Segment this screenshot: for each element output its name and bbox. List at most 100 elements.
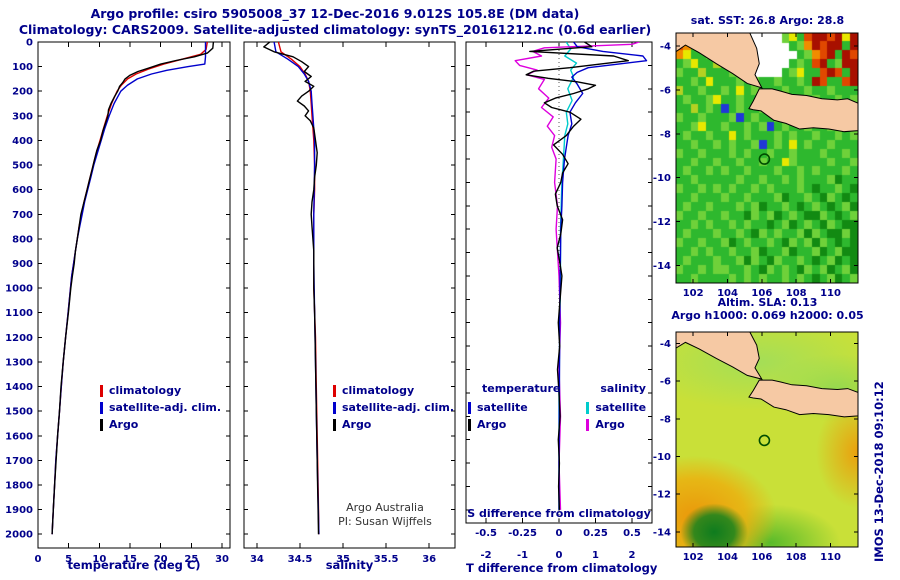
diff-curve-t-argo (525, 42, 629, 510)
map2-lat-tick-label: -12 (653, 490, 671, 501)
sla-map-subtitle: Argo h1000: 0.069 h2000: 0.05 (671, 309, 864, 322)
temp-depth-tick-label: 1100 (5, 308, 33, 319)
map2-lon-tick-label: 104 (717, 552, 738, 563)
temp-depth-tick-label: 900 (12, 259, 33, 270)
map1-lat-tick-label: -4 (660, 42, 671, 53)
map2-lat-tick-label: -8 (660, 414, 671, 425)
legend-line-marker (333, 384, 336, 397)
temp-depth-tick-label: 1000 (5, 284, 33, 295)
java-landmass (749, 89, 858, 132)
temp-depth-tick-label: 1800 (5, 480, 33, 491)
map2-lat-tick-label: -4 (660, 339, 671, 350)
legend-label: Argo (595, 418, 625, 431)
map1-lat-tick-label: -8 (660, 129, 671, 140)
sal-curve-climatology (277, 42, 320, 535)
legend-column-temperature: temperature satellite Argo (468, 382, 560, 433)
legend-label: satellite-adj. clim. (342, 401, 455, 414)
legend-label: climatology (342, 384, 415, 397)
diff-curve-s-argo (514, 42, 640, 510)
legend-header-salinity: salinity (600, 382, 646, 395)
sal-axes-box (243, 41, 456, 549)
s-diff-tick-label: -0.5 (475, 528, 497, 539)
figure-title: Argo profile: csiro 5905008_37 12-Dec-20… (90, 6, 580, 21)
legend-item-argo: Argo (100, 416, 221, 433)
sla-map-title: Altim. SLA: 0.13 (717, 296, 818, 309)
legend-item-salinity-satellite: satellite (586, 399, 646, 416)
t-difference-axis-label: T difference from climatology (466, 561, 658, 575)
temp-depth-tick-label: 1700 (5, 456, 33, 467)
temp-depth-tick-label: 700 (12, 210, 33, 221)
legend-line-marker (468, 401, 471, 414)
temp-depth-tick-label: 1600 (5, 431, 33, 442)
temp-depth-tick-label: 800 (12, 234, 33, 245)
sst-map-title: sat. SST: 26.8 Argo: 28.8 (690, 14, 845, 27)
legend-label: Argo (477, 418, 507, 431)
temp-depth-tick-label: 300 (12, 111, 33, 122)
figure-subtitle: Climatology: CARS2009. Satellite-adjuste… (18, 22, 652, 37)
map2-lat-tick-label: -10 (653, 452, 671, 463)
legend-label: climatology (109, 384, 182, 397)
map2-lon-tick-label: 110 (820, 552, 841, 563)
argo-australia-credit: Argo Australia (346, 501, 424, 514)
diff-curve-s-satellite (558, 42, 578, 510)
legend-label: Argo (109, 418, 139, 431)
temp-depth-tick-label: 600 (12, 185, 33, 196)
legend-column-salinity: salinity satellite Argo (586, 382, 646, 433)
s-diff-tick-label: -0.25 (508, 528, 537, 539)
legend-item-temperature-satellite: satellite (468, 399, 560, 416)
map2-lon-tick-label: 108 (786, 552, 807, 563)
temperature-axis-label: temperature (deg C) (67, 558, 201, 572)
map2-lon-tick-label: 102 (683, 552, 704, 563)
legend-item-salinity-argo: Argo (586, 416, 646, 433)
sla-map (676, 332, 858, 547)
legend-label: Argo (342, 418, 372, 431)
sla-map-land-overlay (676, 332, 858, 547)
temp-depth-tick-label: 1300 (5, 357, 33, 368)
s-diff-tick-label: 0 (556, 528, 563, 539)
s-diff-tick-label: 0.5 (623, 528, 641, 539)
map2-lat-tick-label: -14 (653, 527, 671, 538)
legend-line-marker (333, 401, 336, 414)
temp-depth-tick-label: 1400 (5, 382, 33, 393)
temp-depth-tick-label: 500 (12, 161, 33, 172)
map1-lat-tick-label: -12 (653, 217, 671, 228)
s-difference-axis-label: S difference from climatology (467, 507, 651, 520)
temp-curve-argo (51, 42, 215, 535)
t-diff-tick-label: -2 (481, 550, 492, 561)
temperature-legend: climatology satellite-adj. clim. Argo (100, 382, 221, 433)
legend-label: satellite (595, 401, 647, 414)
map2-lon-tick-label: 106 (751, 552, 772, 563)
legend-line-marker (100, 418, 103, 431)
diff-axes-box (465, 41, 653, 524)
legend-item-temperature-argo: Argo (468, 416, 560, 433)
diff-curve-t-satellite (558, 42, 648, 510)
legend-label: satellite-adj. clim. (109, 401, 222, 414)
timestamp-watermark: IMOS 13-Dec-2018 09:10:12 (872, 381, 886, 562)
sumatra-landmass (676, 332, 762, 379)
sumatra-landmass (676, 33, 762, 88)
temp-depth-tick-label: 0 (26, 38, 33, 49)
map1-lat-tick-label: -14 (653, 261, 671, 272)
legend-line-marker (100, 401, 103, 414)
temp-curve-satellite-adj.-clim. (51, 42, 207, 535)
sst-map (676, 33, 858, 283)
map1-lat-tick-label: -6 (660, 86, 671, 97)
temp-depth-tick-label: 1900 (5, 505, 33, 516)
temp-curve-climatology (51, 42, 208, 535)
temp-depth-tick-label: 200 (12, 87, 33, 98)
temp-depth-tick-label: 400 (12, 136, 33, 147)
difference-legend: temperature satellite Argo salinity satellit… (468, 382, 646, 433)
map1-lat-tick-label: -10 (653, 173, 671, 184)
salinity-axis-label: salinity (325, 558, 374, 572)
t-diff-tick-label: 2 (628, 550, 635, 561)
sal-curve-argo (263, 42, 320, 535)
legend-label: satellite (477, 401, 528, 414)
legend-item-argo: Argo (333, 416, 454, 433)
map2-lat-tick-label: -6 (660, 377, 671, 388)
legend-line-marker (333, 418, 336, 431)
temp-depth-tick-label: 1500 (5, 407, 33, 418)
salinity-legend: climatology satellite-adj. clim. Argo (333, 382, 454, 433)
legend-item-climatology: climatology (333, 382, 454, 399)
t-diff-tick-label: 0 (556, 550, 563, 561)
